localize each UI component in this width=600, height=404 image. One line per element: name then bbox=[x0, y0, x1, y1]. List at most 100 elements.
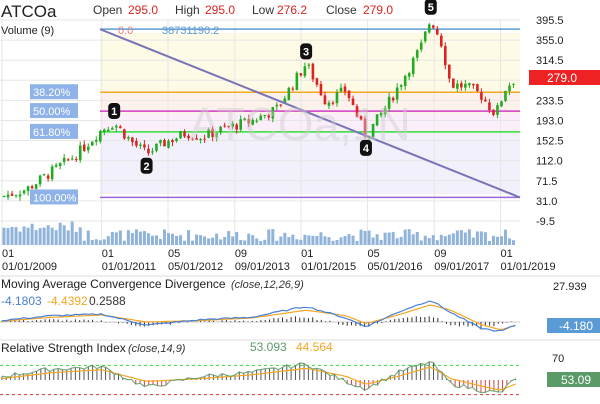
rsi-plot bbox=[0, 361, 520, 396]
volume-bar bbox=[403, 229, 407, 245]
candle-body bbox=[227, 126, 230, 128]
candle-body bbox=[323, 95, 327, 105]
x-tick-date: 01/01/2019 bbox=[501, 261, 556, 273]
x-tick-month: 01 bbox=[501, 248, 513, 260]
volume-bar bbox=[243, 240, 247, 245]
candle-body bbox=[147, 148, 150, 154]
candle-body bbox=[287, 87, 291, 100]
volume-bar bbox=[495, 236, 499, 245]
price-tick-label: 31.0 bbox=[536, 196, 557, 208]
rsi-title: Relative Strength Index bbox=[1, 341, 126, 355]
candle-body bbox=[115, 125, 118, 128]
wave-badge bbox=[300, 43, 313, 60]
candle-body bbox=[295, 72, 299, 90]
volume-bar bbox=[18, 231, 22, 245]
price-tick-label: 112.0 bbox=[536, 156, 563, 168]
candle-body bbox=[135, 140, 138, 146]
volume-bar bbox=[191, 240, 195, 245]
volume-bar bbox=[122, 240, 126, 245]
open-label: Open bbox=[93, 3, 122, 17]
volume-bar bbox=[215, 233, 219, 245]
x-tick-date: 01/01/2011 bbox=[102, 261, 156, 273]
candle-body bbox=[468, 83, 471, 86]
volume-bar bbox=[34, 230, 38, 245]
rsi-current-value: 53.09 bbox=[561, 373, 591, 387]
volume-bar bbox=[171, 233, 175, 245]
volume-bar bbox=[395, 238, 399, 245]
volume-bar bbox=[271, 229, 275, 245]
volume-bar bbox=[475, 231, 479, 245]
macd-value-2: -4.4392 bbox=[47, 294, 88, 308]
candle-body bbox=[131, 137, 134, 143]
volume-bar bbox=[134, 229, 138, 245]
candle-body bbox=[456, 83, 459, 89]
volume-bar bbox=[247, 233, 251, 245]
volume-bar bbox=[419, 240, 423, 245]
volume-bar bbox=[239, 239, 243, 245]
volume-bar bbox=[287, 237, 291, 245]
macd-params: (close,12,26,9) bbox=[231, 279, 304, 291]
candle-body bbox=[163, 140, 166, 147]
candle-body bbox=[484, 99, 487, 102]
rsi-line bbox=[1, 361, 516, 394]
volume-bar bbox=[507, 238, 511, 245]
candle-body bbox=[395, 87, 399, 100]
wave-badge bbox=[424, 0, 437, 15]
volume-bar bbox=[22, 226, 26, 245]
volume-bar bbox=[371, 237, 375, 245]
candle-body bbox=[6, 194, 10, 198]
volume-bar bbox=[203, 236, 207, 245]
candle-body bbox=[427, 24, 431, 33]
volume-bar bbox=[379, 239, 383, 245]
candle-body bbox=[54, 164, 58, 167]
volume-bar bbox=[347, 234, 351, 245]
volume-bar bbox=[383, 232, 387, 245]
volume-bar bbox=[471, 237, 475, 245]
volume-bar bbox=[375, 234, 379, 245]
volume-bar bbox=[439, 234, 443, 245]
rsi-value-2: 44.564 bbox=[296, 340, 333, 354]
candle-body bbox=[127, 137, 130, 139]
volume-bar bbox=[512, 240, 516, 245]
candle-body bbox=[14, 195, 18, 197]
candle-body bbox=[195, 138, 198, 140]
fib-label-text: 61.80% bbox=[33, 127, 71, 139]
candle-body bbox=[307, 64, 311, 66]
fib-labels: 38.20% 50.00% 61.80% 100.00% bbox=[30, 84, 78, 205]
volume-bar bbox=[175, 235, 179, 245]
volume-bar bbox=[223, 236, 227, 245]
candle-body bbox=[488, 102, 491, 111]
x-tick-month: 09 bbox=[235, 248, 247, 260]
volume-bar bbox=[10, 227, 14, 245]
fib-lines bbox=[100, 28, 520, 199]
candle-body bbox=[98, 130, 102, 142]
trend-line bbox=[99, 28, 521, 199]
macd-value-1: -4.1803 bbox=[1, 294, 42, 308]
candle-body bbox=[339, 87, 343, 92]
wave-labels: 1 2 3 4 5 bbox=[108, 0, 437, 174]
volume-bar bbox=[130, 233, 134, 245]
rsi-signal-line bbox=[1, 366, 516, 391]
price-tick-label: 395.5 bbox=[536, 15, 564, 27]
candle-body bbox=[327, 102, 331, 106]
volume-bar bbox=[90, 240, 94, 245]
fib-zone-500 bbox=[100, 114, 520, 132]
fib-label-text: 100.00% bbox=[33, 192, 77, 204]
x-tick-month: 01 bbox=[2, 248, 14, 260]
candle-body bbox=[439, 35, 443, 47]
volume-bar bbox=[491, 235, 495, 245]
volume-bar bbox=[359, 229, 363, 245]
volume-bar bbox=[443, 236, 447, 245]
candle-body bbox=[223, 125, 226, 127]
volume-bar bbox=[307, 235, 311, 245]
volume-bar bbox=[407, 229, 411, 245]
volume-bar bbox=[267, 229, 271, 245]
volume-bar bbox=[251, 235, 255, 245]
volume-bar bbox=[187, 230, 191, 245]
candle-body bbox=[319, 84, 323, 96]
fib-label-badge bbox=[30, 123, 78, 139]
x-tick-date: 01/01/2009 bbox=[2, 261, 57, 273]
volume-bar bbox=[50, 227, 54, 245]
volume-bar bbox=[70, 221, 74, 245]
candle-body bbox=[86, 146, 90, 151]
